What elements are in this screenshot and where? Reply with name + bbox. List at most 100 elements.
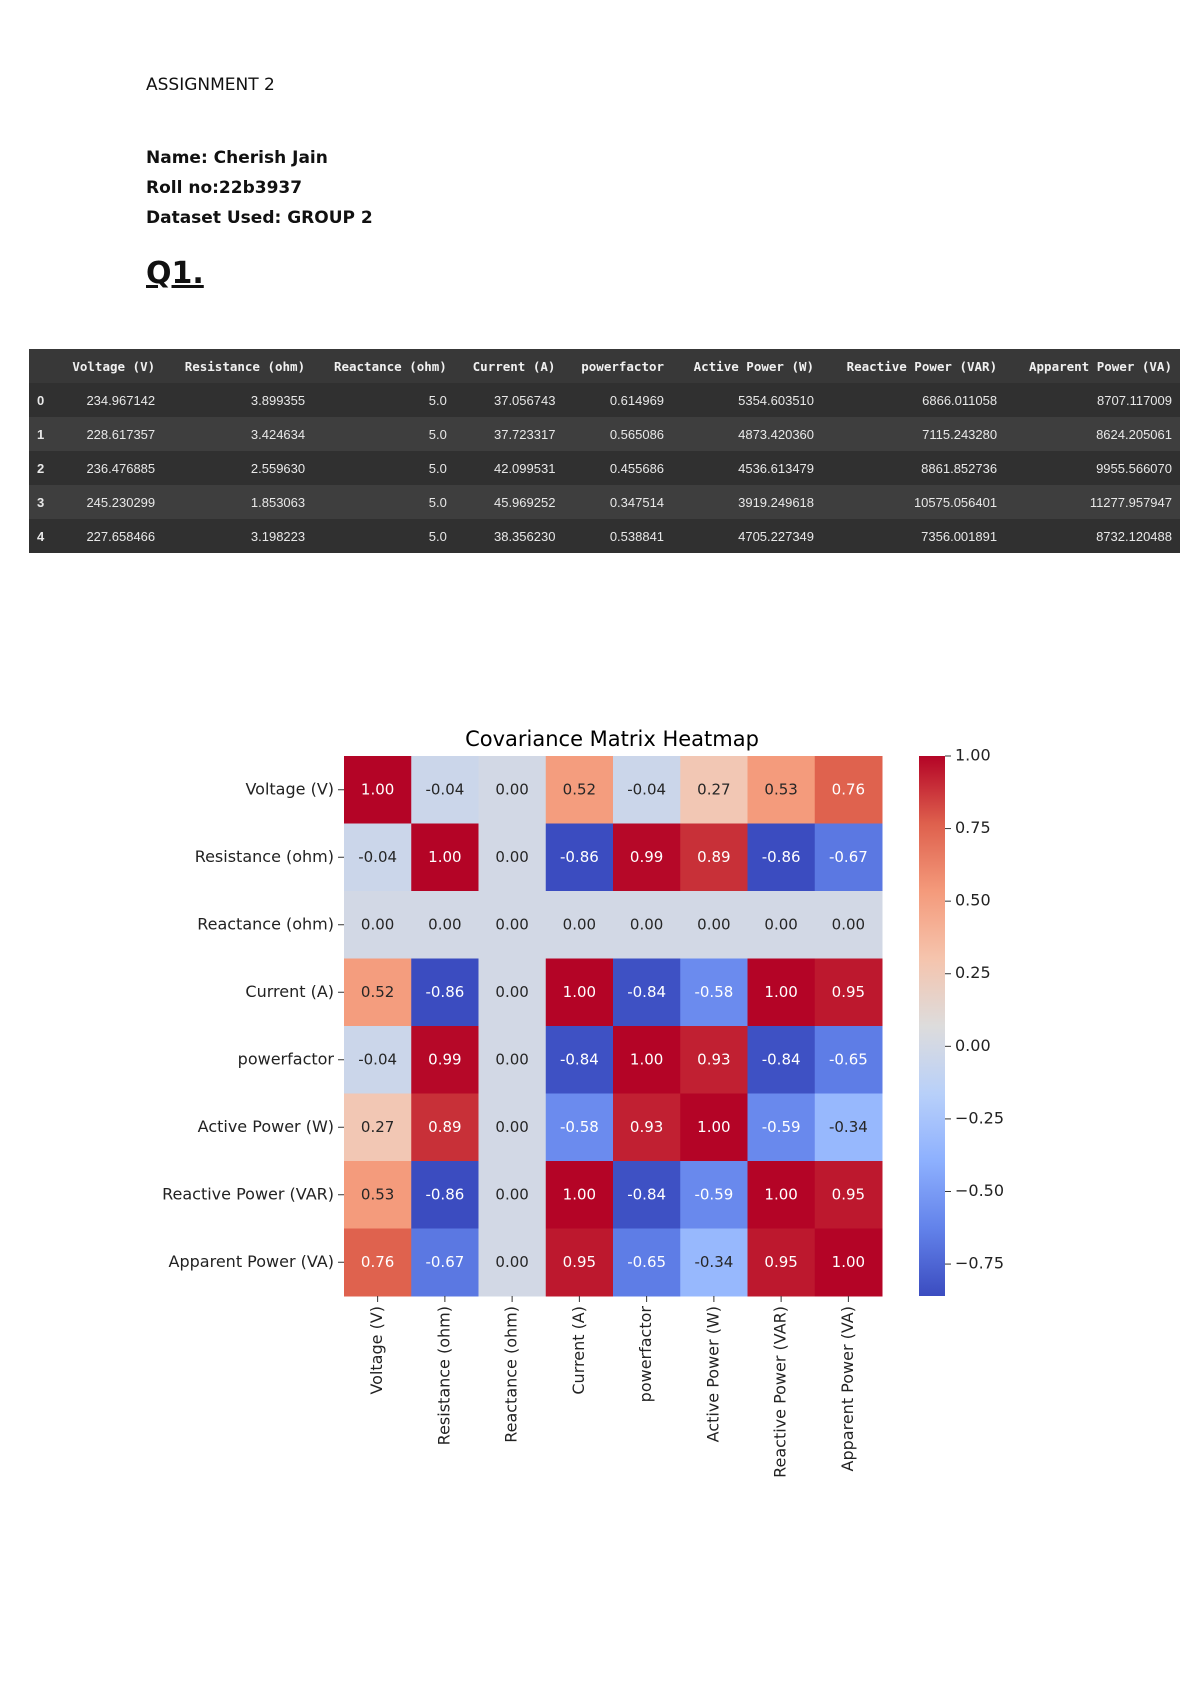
column-header: Voltage (V) (72, 358, 156, 374)
y-tick-label: powerfactor (238, 1049, 335, 1068)
heatmap-cell (613, 1161, 681, 1229)
x-tick-label: Voltage (V) (367, 1306, 386, 1395)
heatmap-cell (344, 1161, 412, 1229)
heatmap-cell (411, 1161, 479, 1229)
heatmap-cell (545, 1093, 614, 1162)
table-cell: 0.347514 (609, 494, 665, 510)
heatmap-cell (613, 958, 681, 1027)
table-cell: 228.617357 (86, 426, 156, 442)
heatmap-cell (344, 958, 412, 1027)
heatmap-cell (747, 756, 816, 824)
table-row: 2 236.476885 2.559630 5.0 42.099531 0.455686 4… (29, 451, 1180, 485)
cell-annotation: -0.84 (627, 1185, 666, 1203)
colorbar-tick-label: 0.25 (955, 963, 991, 982)
heatmap-cell (545, 1228, 614, 1297)
table-cell: 0.565086 (609, 426, 665, 442)
cell-annotation: -0.34 (829, 1118, 868, 1136)
table-cell: 5354.603510 (738, 392, 815, 408)
cell-annotation: 0.53 (764, 780, 797, 798)
heatmap-cell (613, 1026, 681, 1094)
cell-annotation: 0.00 (495, 983, 528, 1001)
heatmap-cell (814, 891, 883, 959)
y-tick-label: Voltage (V) (245, 779, 334, 798)
heatmap-cell (478, 1228, 547, 1297)
cell-annotation: 0.00 (428, 915, 461, 933)
heatmap-cell (478, 1026, 547, 1094)
colorbar (919, 756, 945, 1296)
table-cell: 5.0 (428, 426, 447, 442)
cell-annotation: 0.95 (832, 1185, 865, 1203)
cell-annotation: 0.99 (428, 1050, 461, 1068)
y-tick-label: Reactive Power (VAR) (162, 1184, 334, 1203)
roll-number: Roll no:22b3937 (146, 178, 303, 198)
heatmap-cell (613, 891, 681, 959)
dataset: Dataset Used: GROUP 2 (146, 208, 373, 228)
heatmap-cell (411, 1093, 479, 1162)
heatmap-cell (814, 756, 883, 824)
cell-annotation: 1.00 (630, 1050, 663, 1068)
heatmap-cell (344, 1026, 412, 1094)
cell-annotation: 0.00 (495, 848, 528, 866)
x-tick-label: powerfactor (636, 1306, 655, 1403)
row-index: 1 (37, 426, 45, 442)
heatmap-cell (478, 958, 547, 1027)
cell-annotation: -0.65 (627, 1253, 666, 1271)
heatmap-cell (680, 1093, 748, 1162)
header-row: Voltage (V) Resistance (ohm) Reactance (oh… (29, 349, 1180, 383)
cell-annotation: 0.52 (563, 780, 596, 798)
cell-annotation: -0.65 (829, 1050, 868, 1068)
x-tick-label: Active Power (W) (703, 1306, 722, 1442)
cell-annotation: -0.04 (425, 780, 464, 798)
cell-annotation: 1.00 (563, 983, 596, 1001)
table-cell: 5.0 (428, 460, 447, 476)
heatmap-cell (344, 1093, 412, 1162)
heatmap-cell (680, 1228, 748, 1297)
column-header: Active Power (W) (693, 358, 815, 374)
cell-annotation: -0.58 (560, 1118, 599, 1136)
heatmap-cell (613, 756, 681, 824)
cell-annotation: 0.00 (495, 780, 528, 798)
cell-annotation: -0.86 (425, 983, 464, 1001)
table-cell: 8624.205061 (1096, 426, 1172, 442)
x-tick-label: Apparent Power (VA) (838, 1306, 857, 1471)
table-cell: 4536.613479 (738, 460, 815, 476)
table-cell: 2.559630 (250, 460, 306, 476)
index-header (29, 349, 55, 383)
table-cell: 10575.056401 (913, 494, 998, 510)
table-cell: 3.899355 (250, 392, 306, 408)
heatmap-cell (411, 1228, 479, 1297)
cell-annotation: 0.93 (697, 1050, 730, 1068)
y-tick-label: Current (A) (245, 982, 334, 1001)
heatmap-cell (747, 891, 816, 959)
table-cell: 6866.011058 (922, 392, 998, 408)
cell-annotation: 0.89 (697, 848, 730, 866)
table-cell: 45.969252 (493, 494, 556, 510)
cell-annotation: 0.53 (361, 1185, 394, 1203)
heatmap-cell (478, 823, 547, 892)
cell-annotation: -0.59 (762, 1118, 801, 1136)
heatmap-cell (411, 958, 479, 1027)
cell-annotation: -0.86 (762, 848, 801, 866)
column-header: Apparent Power (VA) (1029, 358, 1172, 374)
table-cell: 5.0 (428, 494, 447, 510)
table-cell: 4873.420360 (738, 426, 815, 442)
heatmap-cell (411, 891, 479, 959)
table-row: 3 245.230299 1.853063 5.0 45.969252 0.347514 3… (29, 485, 1180, 519)
heatmap-cell (411, 756, 479, 824)
cell-annotation: -0.84 (762, 1050, 801, 1068)
cell-annotation: 0.99 (630, 848, 663, 866)
table-cell: 11277.957947 (1089, 494, 1172, 510)
cell-annotation: 1.00 (563, 1185, 596, 1203)
assignment-title: ASSIGNMENT 2 (146, 75, 275, 95)
table-cell: 7356.001891 (921, 528, 998, 544)
table-cell: 3.198223 (250, 528, 306, 544)
row-index: 3 (37, 494, 45, 510)
cell-annotation: -0.04 (358, 848, 397, 866)
cell-annotation: -0.84 (560, 1050, 599, 1068)
y-tick-label: Apparent Power (VA) (169, 1252, 334, 1271)
cell-annotation: 0.95 (764, 1253, 797, 1271)
table-cell: 42.099531 (493, 460, 556, 476)
colorbar-tick-label: −0.75 (955, 1254, 1004, 1273)
cell-annotation: 1.00 (832, 1253, 865, 1271)
heatmap-cell (814, 1093, 883, 1162)
